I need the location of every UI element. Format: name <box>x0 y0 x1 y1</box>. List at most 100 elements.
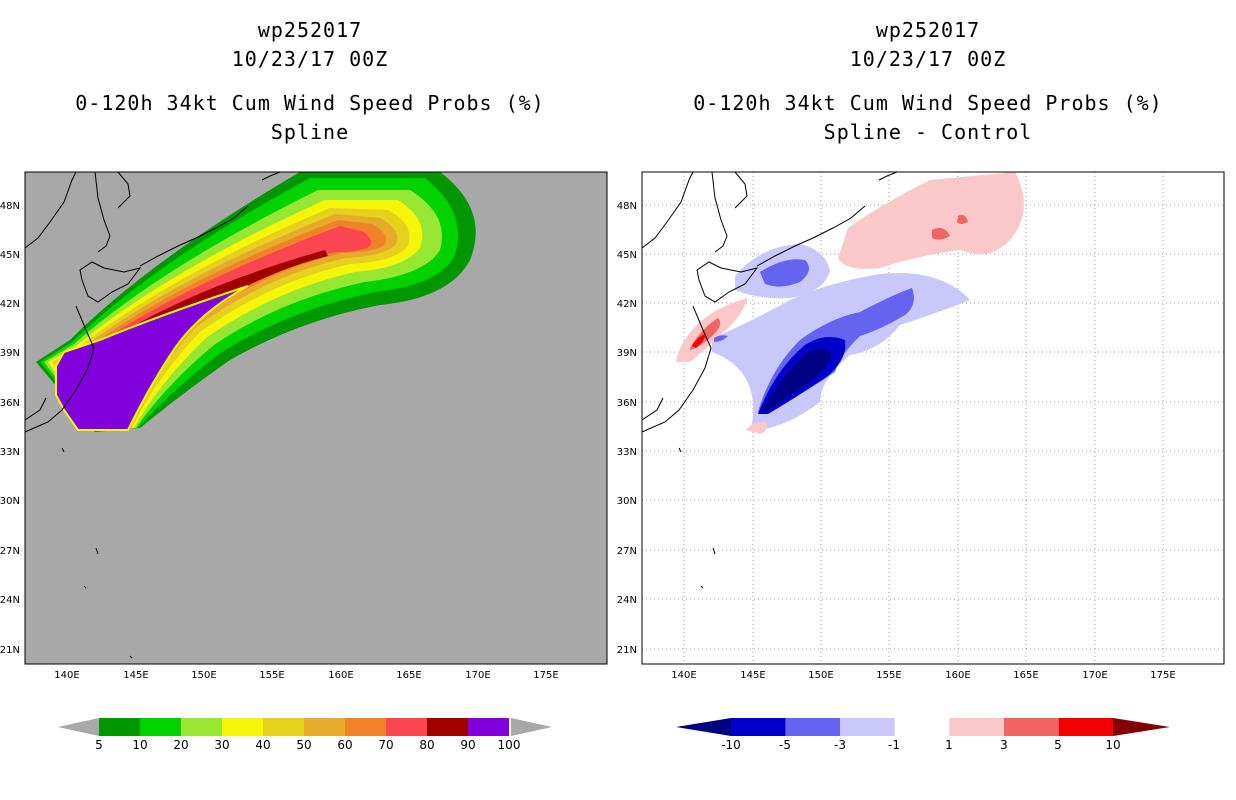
island-2 <box>712 547 716 555</box>
left-xtick-label: 145E <box>123 670 148 681</box>
left-x-axis: 140E 145E 150E 155E 160E 165E 170E 175E <box>54 670 558 681</box>
coast-hokkaido <box>696 261 759 303</box>
right-colorbar-labels: -10 -5 -3 -1 1 3 5 10 <box>721 738 1120 752</box>
right-date: 10/23/17 00Z <box>850 47 1007 71</box>
coast-sakhalin <box>94 172 111 253</box>
right-panel: wp252017 10/23/17 00Z 0-120h 34kt Cum Wi… <box>617 18 1225 752</box>
diff-pos5-area-west <box>692 334 706 348</box>
right-ytick-label: 39N <box>617 348 637 359</box>
right-x-axis: 140E 145E 150E 155E 160E 165E 170E 175E <box>671 670 1175 681</box>
left-colorbar-label: 30 <box>214 738 229 752</box>
diff-neg10-area <box>762 349 832 412</box>
left-date: 10/23/17 00Z <box>232 47 389 71</box>
right-colorbar-label: -1 <box>888 738 900 752</box>
left-ytick-label: 24N <box>0 595 20 606</box>
colorbar-box-10 <box>140 718 181 736</box>
diff-neg3-area-north <box>760 259 809 287</box>
left-colorbar-label: 90 <box>460 738 475 752</box>
colorbar-box--5 <box>785 718 841 736</box>
right-plot-frame <box>641 171 1225 665</box>
coast-kuril <box>756 205 866 267</box>
colorbar-box-30 <box>222 718 263 736</box>
coast-kamchatka <box>261 172 281 181</box>
colorbar-box-5 <box>1058 718 1114 736</box>
coast-sakhalin-east <box>117 172 131 209</box>
island-2 <box>95 547 99 555</box>
left-ytick-label: 33N <box>0 447 20 458</box>
left-colorbar-labels: 5 10 20 30 40 50 60 70 80 90 100 <box>95 738 520 752</box>
right-xtick-label: 160E <box>945 670 970 681</box>
coast-asia <box>25 172 77 249</box>
right-title: 0-120h 34kt Cum Wind Speed Probs (%) <box>693 91 1162 115</box>
left-ytick-label: 27N <box>0 546 20 557</box>
left-colorbar-label: 70 <box>378 738 393 752</box>
right-ytick-label: 42N <box>617 299 637 310</box>
coast-honshu <box>25 305 95 433</box>
left-xtick-label: 160E <box>328 670 353 681</box>
right-subtitle: Spline - Control <box>824 120 1033 144</box>
right-ytick-label: 30N <box>617 496 637 507</box>
island-3 <box>700 585 704 589</box>
right-ytick-label: 24N <box>617 595 637 606</box>
right-colorbar-label: -10 <box>721 738 741 752</box>
left-ytick-label: 36N <box>0 398 20 409</box>
left-xtick-label: 170E <box>465 670 490 681</box>
left-xtick-label: 165E <box>396 670 421 681</box>
left-subtitle: Spline <box>271 120 349 144</box>
colorbar-box-3 <box>1004 718 1059 736</box>
colorbar-box-90 <box>468 718 509 736</box>
right-storm-id: wp252017 <box>876 18 980 42</box>
right-difference-contours <box>676 172 1024 434</box>
coast-korea <box>25 397 47 421</box>
right-ytick-label: 45N <box>617 250 637 261</box>
right-xtick-label: 165E <box>1013 670 1038 681</box>
right-ytick-label: 21N <box>617 645 637 656</box>
left-colorbar-label: 40 <box>255 738 270 752</box>
left-xtick-label: 140E <box>54 670 79 681</box>
right-colorbar-label: 10 <box>1105 738 1120 752</box>
left-ytick-label: 39N <box>0 348 20 359</box>
left-colorbar-label: 5 <box>95 738 103 752</box>
colorbar-box-20 <box>181 718 222 736</box>
left-coastlines <box>25 172 281 659</box>
left-colorbar: 5 10 20 30 40 50 60 70 80 90 100 <box>58 718 552 752</box>
right-ytick-label: 33N <box>617 447 637 458</box>
right-ytick-label: 36N <box>617 398 637 409</box>
left-colorbar-label: 20 <box>173 738 188 752</box>
right-coastlines <box>642 172 898 589</box>
coast-hokkaido <box>79 261 142 303</box>
right-colorbar-label: -5 <box>779 738 791 752</box>
right-xtick-label: 140E <box>671 670 696 681</box>
left-xtick-label: 155E <box>259 670 284 681</box>
coast-asia <box>642 172 694 249</box>
right-ytick-label: 27N <box>617 546 637 557</box>
right-colorbar-low-arrow <box>676 718 731 736</box>
right-colorbar-label: 3 <box>1000 738 1008 752</box>
left-probability-contours <box>36 172 476 432</box>
right-colorbar-boxes <box>731 718 1114 736</box>
left-plot-frame <box>24 171 608 665</box>
left-storm-id: wp252017 <box>258 18 362 42</box>
left-y-axis: 48N 45N 42N 39N 36N 33N 30N 27N 24N 21N <box>0 201 20 656</box>
diff-pos3-area-north <box>932 214 968 240</box>
right-xtick-label: 170E <box>1082 670 1107 681</box>
left-ytick-label: 45N <box>0 250 20 261</box>
coast-kamchatka <box>878 172 898 181</box>
colorbar-box-80 <box>427 718 468 736</box>
coast-sakhalin-east <box>734 172 748 209</box>
colorbar-box-50 <box>304 718 345 736</box>
right-colorbar-high-arrow <box>1113 718 1170 736</box>
island-4 <box>129 655 133 659</box>
left-colorbar-boxes <box>99 718 509 736</box>
right-xtick-label: 150E <box>808 670 833 681</box>
left-title: 0-120h 34kt Cum Wind Speed Probs (%) <box>75 91 544 115</box>
colorbar-box--10 <box>731 718 786 736</box>
colorbar-box-40 <box>263 718 304 736</box>
colorbar-box-60 <box>345 718 386 736</box>
left-panel: wp252017 10/23/17 00Z 0-120h 34kt Cum Wi… <box>0 18 608 752</box>
coast-korea <box>642 397 664 421</box>
prob-100-contour <box>55 285 249 431</box>
left-colorbar-high-arrow <box>511 718 552 736</box>
left-colorbar-label: 50 <box>296 738 311 752</box>
